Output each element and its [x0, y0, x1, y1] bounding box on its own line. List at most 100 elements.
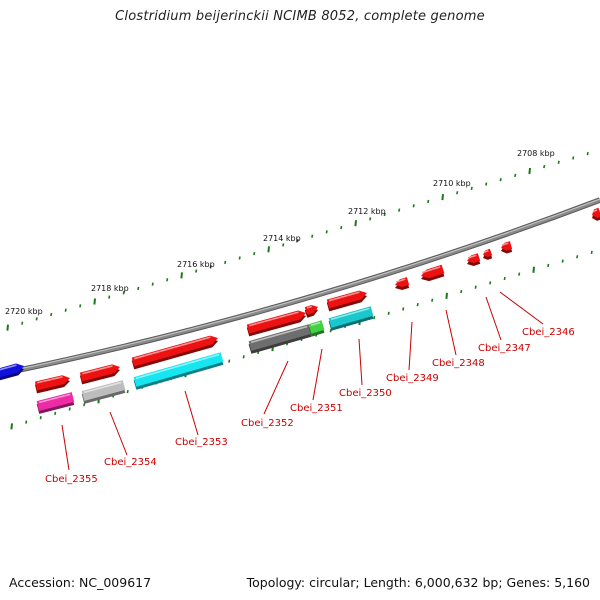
gene-label: Cbei_2354 [104, 457, 157, 468]
gene-label: Cbei_2352 [241, 418, 294, 429]
minor-tick [296, 238, 299, 243]
label-leaders [61, 291, 544, 471]
minor-tick [561, 259, 564, 263]
major-tick [267, 246, 270, 253]
minor-tick [25, 420, 28, 424]
minor-tick [373, 315, 376, 320]
minor-tick [122, 291, 125, 295]
minor-tick [412, 204, 415, 208]
gene-arrow-cbei-2355 [34, 375, 70, 394]
minor-tick [383, 212, 386, 217]
gene-arrow-cbei-2353 [131, 335, 218, 370]
minor-tick [460, 289, 463, 294]
minor-tick [547, 263, 550, 268]
gene-arrow-cbei-2346 [501, 241, 513, 254]
gene-arrow-cbei-2347 [467, 253, 481, 266]
gene-label: Cbei_2350 [339, 388, 392, 399]
backbone-line [0, 198, 600, 376]
minor-tick [470, 186, 473, 191]
minor-tick [503, 276, 506, 281]
minor-tick [79, 304, 82, 308]
inner-tick-track [10, 250, 593, 430]
scale-label: 2720 kbp [5, 307, 43, 316]
feature-bar-cbei-2353 [133, 352, 224, 390]
major-tick [445, 292, 448, 299]
major-tick [441, 194, 444, 201]
leader-line [358, 338, 363, 386]
minor-tick [576, 255, 579, 259]
major-tick [10, 423, 13, 430]
map-title: Clostridium beijerinckii NCIMB 8052, com… [115, 9, 485, 24]
minor-tick [126, 389, 129, 394]
feature-bar-cbei-2351 [308, 320, 325, 337]
gene-arrow-cbei-2346a [483, 248, 493, 260]
genome-backbone [0, 197, 600, 377]
minor-tick [416, 302, 419, 307]
major-tick [354, 220, 357, 227]
gene-track [0, 207, 600, 414]
minor-tick [474, 285, 477, 289]
minor-tick [456, 191, 459, 195]
gene-arrow-cbei-2354 [79, 364, 120, 385]
gene-label: Cbei_2351 [290, 403, 343, 414]
minor-tick [137, 286, 140, 291]
scale-label: 2716 kbp [177, 260, 215, 269]
scale-label: 2708 kbp [517, 149, 555, 158]
leader-line [445, 309, 457, 356]
topology-text: Topology: circular; Length: 6,000,632 bp… [246, 575, 590, 590]
minor-tick [64, 308, 67, 312]
gene-label: Cbei_2349 [386, 373, 439, 384]
major-tick [532, 266, 535, 273]
scale-label: 2712 kbp [348, 207, 386, 216]
minor-tick [402, 307, 405, 311]
minor-tick [398, 208, 401, 212]
gene-arrow-next [592, 207, 600, 221]
minor-tick [282, 243, 285, 247]
feature-bar-cbei-2352 [248, 324, 312, 354]
feature-bar-cbei-2354 [81, 380, 126, 404]
leader-line [61, 424, 70, 471]
minor-tick [21, 321, 24, 325]
scale-labels: 2720 kbp 2718 kbp 2716 kbp 2714 kbp 2712 kbp… [5, 149, 555, 316]
minor-tick [108, 295, 111, 299]
leader-line [408, 321, 413, 371]
leader-line [499, 291, 544, 325]
gene-arrow-cbei-2350 [326, 290, 367, 312]
minor-tick [166, 278, 169, 282]
minor-tick [572, 156, 575, 160]
minor-tick [54, 411, 57, 416]
gene-arrow-cbei-2352 [246, 310, 306, 337]
minor-tick [340, 225, 343, 230]
scale-label: 2710 kbp [433, 179, 471, 188]
gene-label: Cbei_2346 [522, 327, 575, 338]
minor-tick [485, 182, 488, 186]
accession-text: Accession: NC_009617 [9, 575, 152, 590]
minor-tick [499, 178, 502, 182]
outer-tick-track [6, 151, 589, 331]
minor-tick [329, 329, 332, 333]
scale-label: 2714 kbp [263, 234, 301, 243]
minor-tick [224, 260, 227, 265]
minor-tick [387, 311, 390, 315]
minor-tick [590, 250, 593, 255]
gene-label: Cbei_2355 [45, 474, 98, 485]
major-tick [180, 272, 183, 279]
minor-tick [35, 317, 38, 321]
minor-tick [431, 298, 434, 302]
leader-line [485, 296, 502, 341]
gene-arrow-cbei-2348 [421, 264, 445, 282]
minor-tick [228, 359, 231, 363]
minor-tick [209, 265, 212, 269]
minor-tick [427, 199, 430, 204]
leader-line [312, 348, 323, 401]
feature-bar-cbei-2350 [328, 306, 374, 331]
gene-arrow-prev [0, 363, 24, 381]
minor-tick [50, 312, 53, 317]
leader-line [184, 390, 199, 436]
gene-label: Cbei_2347 [478, 343, 531, 354]
major-tick [93, 298, 96, 305]
gene-label: Cbei_2353 [175, 437, 228, 448]
gene-arrow-cbei-2349 [395, 277, 410, 291]
minor-tick [151, 282, 154, 286]
minor-tick [369, 217, 372, 221]
